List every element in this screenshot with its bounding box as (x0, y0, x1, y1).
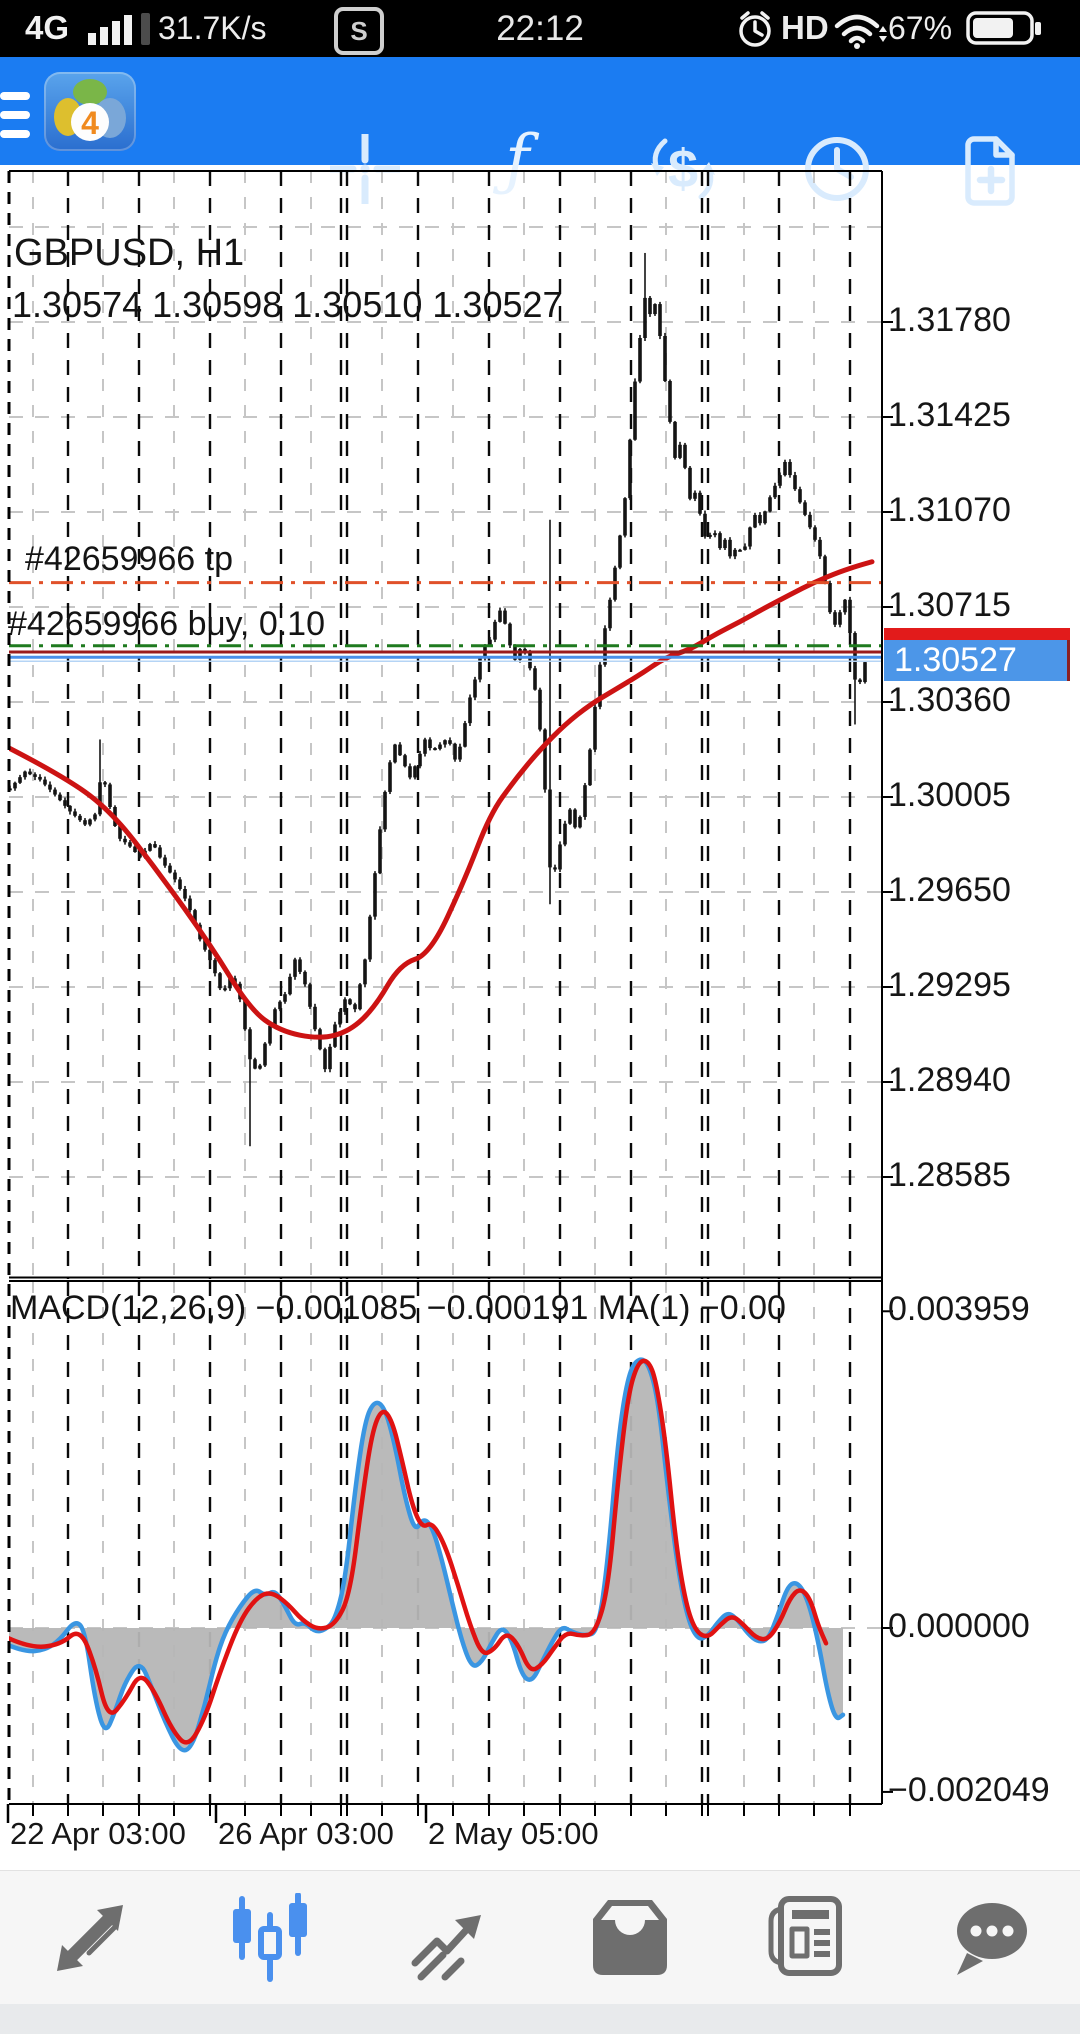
network-type-label: 4G (25, 9, 70, 46)
hd-voice-label: HD (781, 9, 829, 46)
price-axis-label: 1.30360 (888, 681, 1011, 719)
new-order-icon[interactable] (958, 133, 1024, 207)
price-axis-label: 1.28940 (888, 1061, 1011, 1099)
current-price-value: 1.30527 (884, 640, 1070, 681)
price-axis-label: 1.31070 (888, 491, 1011, 529)
time-axis-label: 26 Apr 03:00 (218, 1816, 394, 1851)
candlestick-chart-icon (233, 1893, 307, 1982)
nav-history-button[interactable] (540, 1871, 720, 2005)
order-buy-label[interactable]: #42659966 buy, 0.10 (8, 605, 325, 643)
time-axis-label: 22 Apr 03:00 (10, 1816, 186, 1851)
mt4-logo-icon[interactable]: 4 (44, 72, 136, 151)
current-price-tag: 1.30527 (884, 628, 1070, 681)
indicators-icon[interactable]: ƒ (505, 121, 530, 198)
menu-icon[interactable] (0, 92, 34, 140)
price-axis-label: 1.31780 (888, 301, 1011, 339)
moving-average-line (9, 559, 875, 1040)
bottom-nav (0, 1870, 1080, 2005)
price-axis-label: 1.31425 (888, 396, 1011, 434)
signal-strength-icon (88, 15, 132, 45)
trend-line-icon (411, 1915, 481, 1981)
wifi-icon (834, 14, 887, 49)
nav-quotes-button[interactable] (0, 1871, 180, 2005)
nav-charts-button[interactable] (180, 1871, 360, 2005)
price-axis-label: 1.29295 (888, 966, 1011, 1004)
macd-axis-label: −0.002049 (888, 1770, 1050, 1809)
battery-percent-label: 67% (888, 10, 953, 46)
macd-axis-label: 0.003959 (888, 1290, 1030, 1329)
nav-news-button[interactable] (720, 1871, 900, 2005)
gesture-bar-area[interactable] (0, 2004, 1080, 2034)
price-axis-label: 1.28585 (888, 1156, 1011, 1194)
price-axis-label: 1.29650 (888, 871, 1011, 909)
quotes-arrows-icon (57, 1905, 123, 1971)
price-axis-label: 1.30715 (888, 586, 1011, 624)
chat-bubble-icon (957, 1903, 1027, 1975)
nav-messages-button[interactable] (900, 1871, 1080, 2005)
toolbar: 4 ƒ $ (0, 57, 1080, 206)
macd-indicator (9, 1357, 846, 1753)
chart-symbol-title: GBPUSD, H1 (14, 232, 245, 274)
macd-header-label: MACD(12,26,9) −0.001085 −0.000191 MA(1) … (10, 1289, 786, 1327)
ask-marker-bar (884, 628, 1070, 640)
data-saver-icon: S (334, 7, 384, 55)
time-axis-label: 2 May 05:00 (428, 1816, 599, 1851)
nav-trade-button[interactable] (360, 1871, 540, 2005)
chart-area[interactable]: GBPUSD, H1 1.30574 1.30598 1.30510 1.305… (0, 165, 1080, 1870)
chart-ohlc-values: 1.30574 1.30598 1.30510 1.30527 (12, 284, 563, 325)
battery-icon (966, 11, 1041, 45)
network-speed-label: 31.7K/s (158, 10, 267, 46)
macd-axis-label: 0.000000 (888, 1607, 1030, 1645)
order-tp-label[interactable]: #42659966 tp (25, 540, 233, 578)
inbox-icon (593, 1900, 667, 1975)
newspaper-icon (768, 1896, 842, 1976)
status-divider (141, 13, 150, 45)
svg-text:$: $ (668, 139, 698, 199)
candlestick-series (9, 252, 867, 1147)
status-bar: 4G 31.7K/s S 22:12 HD 67% (0, 0, 1080, 57)
alarm-icon (739, 11, 771, 47)
clock-label: 22:12 (496, 9, 584, 48)
price-axis-label: 1.30005 (888, 776, 1011, 814)
svg-text:4: 4 (81, 105, 99, 141)
